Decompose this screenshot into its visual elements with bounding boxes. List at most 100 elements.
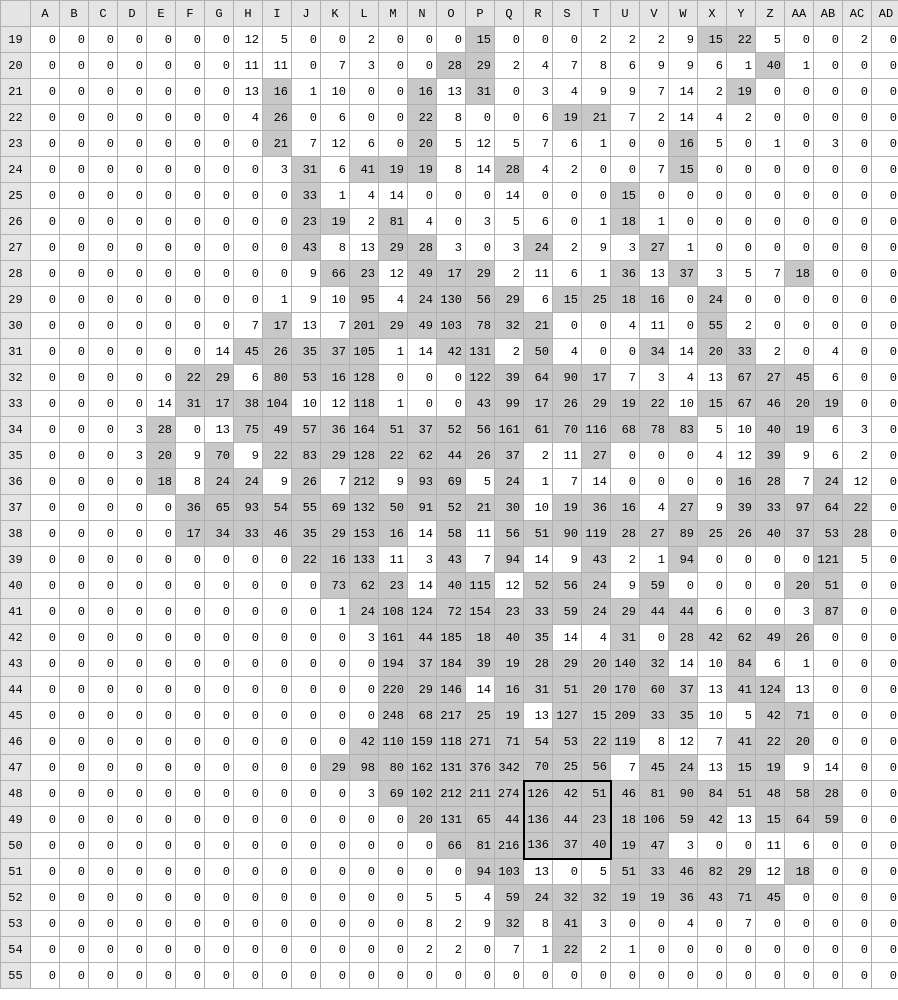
col-header-e[interactable]: E — [147, 1, 176, 27]
cell-T34[interactable]: 116 — [582, 417, 611, 443]
cell-U55[interactable]: 0 — [611, 963, 640, 989]
cell-AC25[interactable]: 0 — [843, 183, 872, 209]
cell-T49[interactable]: 23 — [582, 807, 611, 833]
cell-R30[interactable]: 21 — [524, 313, 553, 339]
cell-X35[interactable]: 4 — [698, 443, 727, 469]
cell-M55[interactable]: 0 — [379, 963, 408, 989]
cell-AA39[interactable]: 0 — [785, 547, 814, 573]
cell-I26[interactable]: 0 — [263, 209, 292, 235]
cell-K31[interactable]: 37 — [321, 339, 350, 365]
cell-L19[interactable]: 2 — [350, 27, 379, 53]
row-header-21[interactable]: 21 — [1, 79, 31, 105]
cell-P52[interactable]: 4 — [466, 885, 495, 911]
cell-Q28[interactable]: 2 — [495, 261, 524, 287]
cell-X54[interactable]: 0 — [698, 937, 727, 963]
cell-O27[interactable]: 3 — [437, 235, 466, 261]
cell-D43[interactable]: 0 — [118, 651, 147, 677]
cell-C51[interactable]: 0 — [89, 859, 118, 885]
cell-P48[interactable]: 211 — [466, 781, 495, 807]
cell-A54[interactable]: 0 — [31, 937, 60, 963]
cell-X33[interactable]: 15 — [698, 391, 727, 417]
cell-F44[interactable]: 0 — [176, 677, 205, 703]
cell-A43[interactable]: 0 — [31, 651, 60, 677]
cell-AA33[interactable]: 20 — [785, 391, 814, 417]
cell-W39[interactable]: 94 — [669, 547, 698, 573]
cell-Z36[interactable]: 28 — [756, 469, 785, 495]
cell-X51[interactable]: 82 — [698, 859, 727, 885]
cell-N20[interactable]: 0 — [408, 53, 437, 79]
cell-Q33[interactable]: 99 — [495, 391, 524, 417]
cell-K53[interactable]: 0 — [321, 911, 350, 937]
cell-O51[interactable]: 0 — [437, 859, 466, 885]
cell-S34[interactable]: 70 — [553, 417, 582, 443]
cell-F52[interactable]: 0 — [176, 885, 205, 911]
row-header-47[interactable]: 47 — [1, 755, 31, 781]
cell-AC36[interactable]: 12 — [843, 469, 872, 495]
cell-AB51[interactable]: 0 — [814, 859, 843, 885]
cell-C37[interactable]: 0 — [89, 495, 118, 521]
cell-AA45[interactable]: 71 — [785, 703, 814, 729]
cell-AB20[interactable]: 0 — [814, 53, 843, 79]
cell-AC55[interactable]: 0 — [843, 963, 872, 989]
cell-X32[interactable]: 13 — [698, 365, 727, 391]
cell-B24[interactable]: 0 — [60, 157, 89, 183]
cell-D44[interactable]: 0 — [118, 677, 147, 703]
cell-V23[interactable]: 0 — [640, 131, 669, 157]
cell-O50[interactable]: 66 — [437, 833, 466, 859]
cell-R22[interactable]: 6 — [524, 105, 553, 131]
row-header-52[interactable]: 52 — [1, 885, 31, 911]
cell-A55[interactable]: 0 — [31, 963, 60, 989]
cell-Q36[interactable]: 24 — [495, 469, 524, 495]
cell-G21[interactable]: 0 — [205, 79, 234, 105]
cell-AC26[interactable]: 0 — [843, 209, 872, 235]
cell-A33[interactable]: 0 — [31, 391, 60, 417]
cell-AD41[interactable]: 0 — [872, 599, 898, 625]
cell-E47[interactable]: 0 — [147, 755, 176, 781]
cell-M33[interactable]: 1 — [379, 391, 408, 417]
cell-S50[interactable]: 37 — [553, 833, 582, 859]
cell-V22[interactable]: 2 — [640, 105, 669, 131]
cell-V50[interactable]: 47 — [640, 833, 669, 859]
cell-J47[interactable]: 0 — [292, 755, 321, 781]
cell-I40[interactable]: 0 — [263, 573, 292, 599]
col-header-ac[interactable]: AC — [843, 1, 872, 27]
cell-L41[interactable]: 24 — [350, 599, 379, 625]
cell-A45[interactable]: 0 — [31, 703, 60, 729]
cell-M43[interactable]: 194 — [379, 651, 408, 677]
cell-J27[interactable]: 43 — [292, 235, 321, 261]
cell-C34[interactable]: 0 — [89, 417, 118, 443]
cell-P39[interactable]: 7 — [466, 547, 495, 573]
cell-J40[interactable]: 0 — [292, 573, 321, 599]
cell-Z44[interactable]: 124 — [756, 677, 785, 703]
cell-H53[interactable]: 0 — [234, 911, 263, 937]
cell-Q42[interactable]: 40 — [495, 625, 524, 651]
cell-O28[interactable]: 17 — [437, 261, 466, 287]
cell-V48[interactable]: 81 — [640, 781, 669, 807]
cell-H35[interactable]: 9 — [234, 443, 263, 469]
cell-V39[interactable]: 1 — [640, 547, 669, 573]
cell-M26[interactable]: 81 — [379, 209, 408, 235]
cell-V52[interactable]: 19 — [640, 885, 669, 911]
cell-L26[interactable]: 2 — [350, 209, 379, 235]
cell-AC32[interactable]: 0 — [843, 365, 872, 391]
cell-E48[interactable]: 0 — [147, 781, 176, 807]
cell-M20[interactable]: 0 — [379, 53, 408, 79]
cell-N34[interactable]: 37 — [408, 417, 437, 443]
cell-P28[interactable]: 29 — [466, 261, 495, 287]
cell-T53[interactable]: 3 — [582, 911, 611, 937]
cell-AA54[interactable]: 0 — [785, 937, 814, 963]
cell-W43[interactable]: 14 — [669, 651, 698, 677]
cell-I49[interactable]: 0 — [263, 807, 292, 833]
cell-E55[interactable]: 0 — [147, 963, 176, 989]
cell-Z34[interactable]: 40 — [756, 417, 785, 443]
cell-N44[interactable]: 29 — [408, 677, 437, 703]
cell-A44[interactable]: 0 — [31, 677, 60, 703]
cell-P53[interactable]: 9 — [466, 911, 495, 937]
cell-H46[interactable]: 0 — [234, 729, 263, 755]
cell-X25[interactable]: 0 — [698, 183, 727, 209]
cell-K23[interactable]: 12 — [321, 131, 350, 157]
cell-U26[interactable]: 18 — [611, 209, 640, 235]
cell-C29[interactable]: 0 — [89, 287, 118, 313]
cell-S37[interactable]: 19 — [553, 495, 582, 521]
cell-U36[interactable]: 0 — [611, 469, 640, 495]
